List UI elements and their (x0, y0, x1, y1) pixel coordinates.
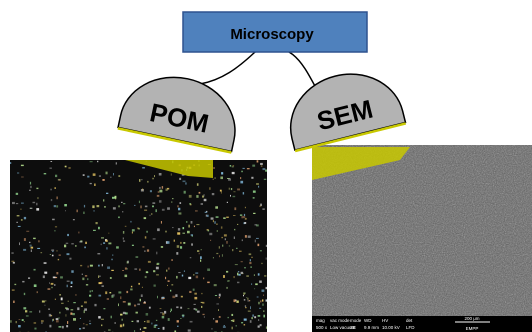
sem-info-value: LFD (406, 325, 415, 330)
sem-node: SEM (289, 73, 407, 153)
sem-info-header: WD (364, 318, 372, 323)
microscopy-label: Microscopy (230, 26, 314, 43)
sem-info-header: mag (316, 318, 325, 323)
sem-info-value: SE (350, 325, 356, 330)
pom-micrograph (10, 160, 267, 332)
sem-info-value: Low vacuum (330, 325, 356, 330)
pom-dome-shape (117, 76, 236, 153)
sem-info-bar: mag vac mode mode WD HV det 500 x Low vacuumSE… (312, 316, 532, 332)
sem-info-value: 9.9 mm (364, 325, 379, 330)
sem-dome-shape (289, 73, 407, 151)
sem-scale-label: 200 μm (464, 316, 479, 321)
connector-microscopy-pom (199, 51, 256, 85)
sem-info-value: 10.00 kV (382, 325, 400, 330)
sem-info-header: det (406, 318, 413, 323)
sem-highlight-strip (312, 147, 410, 180)
sem-info-header: HV (382, 318, 388, 323)
connector-microscopy-sem (254, 47, 317, 89)
pom-node: POM (117, 76, 236, 154)
microscopy-box (182, 11, 368, 53)
pom-highlight-strip (125, 160, 213, 178)
sem-info-header: vac mode (330, 318, 350, 323)
sem-info-value: 500 x (316, 325, 328, 330)
sem-institution: EMPP (466, 326, 479, 331)
sem-micrograph: mag vac mode mode WD HV det 500 x Low vacuumSE… (312, 145, 532, 332)
sem-info-header: mode (350, 318, 362, 323)
microscopy-node: Microscopy (182, 11, 368, 53)
